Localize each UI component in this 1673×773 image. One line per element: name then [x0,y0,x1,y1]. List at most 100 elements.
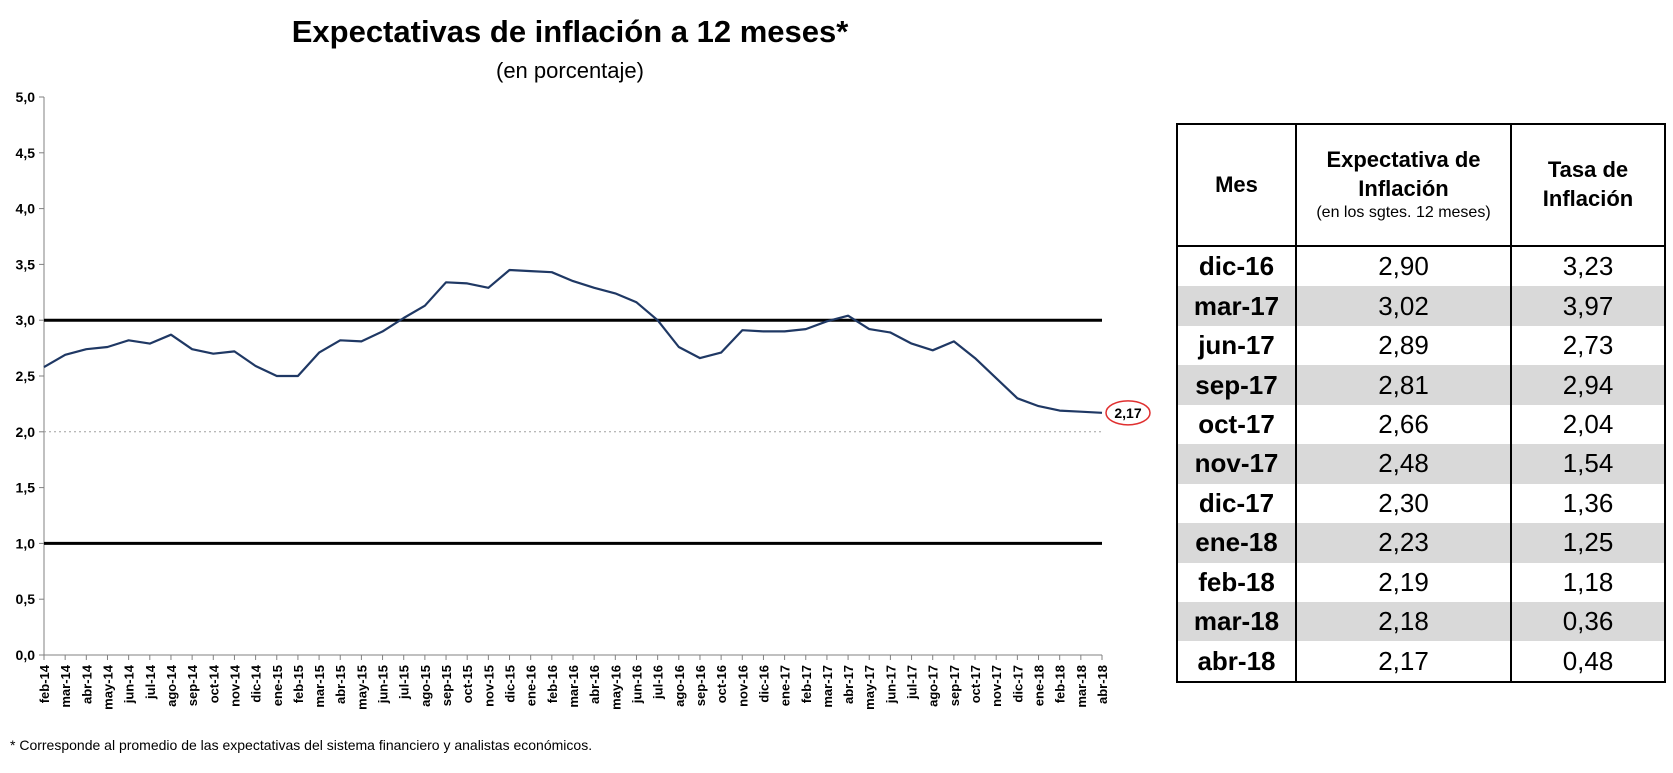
x-tick-label: nov-16 [735,665,750,707]
x-tick-label: sep-15 [439,665,454,706]
x-tick-label: jul-15 [397,665,412,700]
x-tick-label: ene-18 [1032,665,1047,706]
table-row: feb-18 2,19 1,18 [1176,562,1666,602]
cell-tasa: 3,23 [1510,244,1666,287]
cell-tasa: 1,36 [1510,483,1666,524]
x-tick-label: jun-14 [122,664,137,704]
x-tick-label: nov-14 [227,664,242,707]
table-row: nov-17 2,48 1,54 [1176,444,1666,484]
cell-tasa: 1,54 [1510,444,1666,484]
table-row: mar-18 2,18 0,36 [1176,601,1666,642]
x-tick-label: oct-17 [968,665,983,703]
x-tick-label: dic-14 [249,664,264,702]
y-tick-label: 2,5 [16,368,36,384]
table-row: abr-18 2,17 0,48 [1176,641,1666,683]
x-tick-label: abr-16 [587,665,602,704]
cell-expectativa: 3,02 [1295,286,1512,326]
x-tick-label: feb-18 [1053,665,1068,703]
line-chart: 0,0 0,5 1,0 1,5 2,0 2,5 3,0 3,5 4,0 4,5 5,0 feb-14 m… [16,89,1151,710]
y-tick-label: 4,5 [16,145,36,161]
x-tick-label: ene-15 [270,665,285,706]
table-header-row: Mes Expectativa de Inflación (en los sgt… [1176,123,1666,247]
chart-title: Expectativas de inflación a 12 meses* [291,14,849,49]
table-row: ene-18 2,23 1,25 [1176,523,1666,563]
x-tick-label: mar-16 [566,665,581,708]
x-tick-label: mar-15 [312,665,327,708]
cell-tasa: 2,04 [1510,404,1666,445]
x-tick-label: ago-14 [164,664,179,707]
x-tick-label: abr-15 [333,665,348,704]
x-tick-label: jun-16 [629,665,644,704]
x-tick-label: dic-17 [1010,665,1025,703]
x-tick-label: jun-15 [376,665,391,704]
y-tick-label: 3,0 [16,312,36,328]
x-tick-label: mar-14 [58,664,73,707]
cell-expectativa: 2,90 [1295,244,1512,287]
x-tick-label: may-14 [100,664,115,710]
x-tick-label: nov-15 [481,665,496,707]
x-tick-label: feb-14 [37,664,52,703]
cell-tasa: 2,73 [1510,325,1666,366]
cell-mes: abr-18 [1176,641,1297,683]
x-tick-label: dic-16 [756,665,771,703]
end-label-ellipse [1105,400,1151,426]
x-tick-label: feb-16 [545,665,560,703]
cell-tasa: 3,97 [1510,286,1666,326]
cell-mes: dic-17 [1176,483,1297,524]
y-tick-label: 3,5 [16,256,36,272]
x-tick-label: oct-14 [206,664,221,703]
cell-mes: dic-16 [1176,244,1297,287]
table-row: dic-17 2,30 1,36 [1176,483,1666,524]
cell-mes: oct-17 [1176,404,1297,445]
x-tick-label: ene-16 [524,665,539,706]
table-body: dic-16 2,90 3,23 mar-17 3,02 3,97 jun-17 2,89 2,… [1176,244,1666,683]
inflation-table: Mes Expectativa de Inflación (en los sgt… [1176,123,1666,683]
y-tick-label: 0,0 [16,647,36,663]
cell-expectativa: 2,30 [1295,483,1512,524]
cell-tasa: 0,36 [1510,601,1666,642]
x-tick-label: ago-17 [926,665,941,707]
x-tick-label: feb-17 [799,665,814,703]
x-tick-label: mar-18 [1074,665,1089,708]
x-tick-label: sep-16 [693,665,708,706]
x-tick-label: jul-16 [651,665,666,700]
x-tick-label: abr-14 [79,664,94,704]
x-tick-label: jul-14 [143,664,158,700]
x-tick-label: ago-15 [418,665,433,707]
chart-subtitle: (en porcentaje) [496,58,644,83]
y-tick-label: 2,0 [16,424,36,440]
table-row: oct-17 2,66 2,04 [1176,404,1666,445]
x-tick-label: feb-15 [291,665,306,703]
table-row: sep-17 2,81 2,94 [1176,365,1666,405]
x-tick-label: may-15 [354,665,369,710]
y-tick-label: 5,0 [16,89,36,105]
x-tick-label: sep-14 [185,664,200,706]
y-tick-label: 4,0 [16,201,36,217]
x-tick-label: may-16 [608,665,623,710]
cell-mes: jun-17 [1176,325,1297,366]
x-tick-label: jun-17 [883,665,898,704]
cell-mes: ene-18 [1176,523,1297,563]
cell-mes: nov-17 [1176,444,1297,484]
x-tick-label: may-17 [862,665,877,710]
x-tick-label: mar-17 [820,665,835,708]
cell-tasa: 1,25 [1510,523,1666,563]
cell-mes: mar-18 [1176,601,1297,642]
footnote: * Corresponde al promedio de las expecta… [10,737,593,753]
y-tick-label: 1,0 [16,535,36,551]
cell-expectativa: 2,89 [1295,325,1512,366]
table-row: mar-17 3,02 3,97 [1176,286,1666,326]
x-tick-label: jul-17 [905,665,920,700]
cell-expectativa: 2,23 [1295,523,1512,563]
x-tick-label: oct-16 [714,665,729,703]
cell-expectativa: 2,18 [1295,601,1512,642]
cell-mes: sep-17 [1176,365,1297,405]
x-tick-label: dic-15 [503,665,518,703]
series-line [43,268,1103,414]
x-tick-label: sep-17 [947,665,962,706]
cell-tasa: 0,48 [1510,641,1666,683]
header-mes: Mes [1176,123,1297,247]
cell-expectativa: 2,19 [1295,562,1512,602]
header-expectativa: Expectativa de Inflación (en los sgtes. … [1295,123,1512,247]
x-tick-label: nov-17 [989,665,1004,707]
